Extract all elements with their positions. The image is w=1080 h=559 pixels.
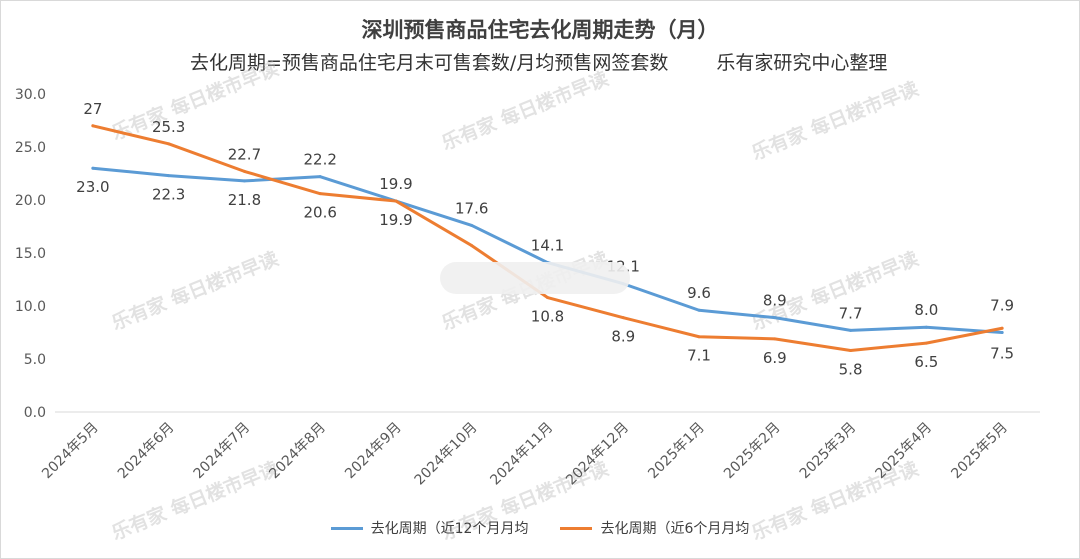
legend-swatch-6m <box>560 526 593 530</box>
data-label-6m: 27 <box>83 100 102 118</box>
data-label-12m: 23.0 <box>76 178 109 196</box>
chart-subtitle: 去化周期=预售商品住宅月末可售套数/月均预售网签套数 乐有家研究中心整理 <box>190 48 887 75</box>
data-label-6m: 25.3 <box>152 118 185 136</box>
subtitle-formula: 去化周期=预售商品住宅月末可售套数/月均预售网签套数 <box>190 52 669 74</box>
data-label-12m: 19.9 <box>379 175 412 193</box>
series-point-0 <box>91 166 95 170</box>
data-label-12m: 22.2 <box>303 151 336 169</box>
data-label-6m: 6.5 <box>914 353 938 371</box>
series-point-1 <box>394 199 398 203</box>
series-point-1 <box>773 337 777 341</box>
x-tick-label: 2024年11月 <box>487 420 556 489</box>
x-tick-label: 2025年5月 <box>948 420 1011 483</box>
series-point-1 <box>697 335 701 339</box>
series-point-1 <box>470 244 474 248</box>
series-point-0 <box>318 175 322 179</box>
y-tick-label: 0.0 <box>24 405 46 421</box>
data-label-12m: 7.5 <box>990 345 1014 363</box>
legend-swatch-12m <box>330 526 363 530</box>
series-point-1 <box>318 192 322 196</box>
data-label-12m: 21.8 <box>228 191 261 209</box>
data-label-12m: 9.6 <box>687 284 711 302</box>
y-tick-label: 20.0 <box>15 193 46 209</box>
y-tick-label: 30.0 <box>15 87 46 103</box>
series-point-1 <box>924 341 928 345</box>
legend: 去化周期（近12个月月均 去化周期（近6个月月均 <box>0 518 1080 538</box>
legend-label-12m: 去化周期（近12个月月均 <box>370 521 529 537</box>
y-tick-label: 15.0 <box>15 246 46 262</box>
data-label-6m: 7.1 <box>687 347 711 365</box>
x-tick-label: 2024年9月 <box>342 420 405 483</box>
series-point-0 <box>167 174 171 178</box>
y-tick-label: 25.0 <box>15 140 46 156</box>
x-tick-label: 2024年6月 <box>115 420 178 483</box>
y-tick-label: 10.0 <box>15 299 46 315</box>
source-note: 乐有家研究中心整理 <box>716 52 888 74</box>
legend-label-6m: 去化周期（近6个月月均 <box>600 521 750 537</box>
x-tick-label: 2025年3月 <box>797 420 860 483</box>
series-point-0 <box>242 179 246 183</box>
series-point-0 <box>470 223 474 227</box>
data-label-6m: 19.9 <box>379 211 412 229</box>
x-tick-label: 2025年1月 <box>645 420 708 483</box>
series-point-1 <box>621 316 625 320</box>
chart-title: 深圳预售商品住宅去化周期走势（月） <box>361 18 719 42</box>
x-tick-label: 2024年8月 <box>266 420 329 483</box>
x-tick-label: 2024年10月 <box>412 420 481 489</box>
data-label-12m: 8.0 <box>914 301 938 319</box>
series-point-0 <box>773 316 777 320</box>
series-point-0 <box>1000 331 1004 334</box>
data-label-12m: 8.9 <box>763 292 787 310</box>
y-tick-label: 5.0 <box>24 352 46 368</box>
data-label-6m: 8.9 <box>611 328 635 346</box>
watermark-2: 乐有家 每日楼市早读 <box>748 77 921 165</box>
series-point-0 <box>697 308 701 312</box>
data-label-12m: 22.3 <box>152 186 185 204</box>
series-point-1 <box>1000 326 1004 330</box>
data-label-6m: 5.8 <box>839 361 863 379</box>
data-label-12m: 14.1 <box>531 237 564 255</box>
data-label-12m: 7.7 <box>839 304 863 322</box>
series-point-0 <box>849 328 853 332</box>
series-point-1 <box>91 124 95 128</box>
data-label-6m: 6.9 <box>763 349 787 367</box>
watermark-3: 乐有家 每日楼市早读 <box>108 247 281 335</box>
data-label-12m: 17.6 <box>455 199 488 217</box>
x-tick-label: 2025年2月 <box>721 420 784 483</box>
series-point-1 <box>242 169 246 173</box>
x-tick-label: 2024年5月 <box>39 420 102 483</box>
data-label-6m: 22.7 <box>228 145 261 163</box>
data-label-6m: 10.8 <box>531 308 564 326</box>
overlay-blur <box>440 262 630 294</box>
watermark-0: 乐有家 每日楼市早读 <box>108 57 281 145</box>
series-point-1 <box>546 296 549 300</box>
data-label-6m: 20.6 <box>303 204 336 222</box>
legend-item-6m[interactable]: 去化周期（近6个月月均 <box>560 518 749 538</box>
legend-item-12m[interactable]: 去化周期（近12个月月均 <box>330 518 529 538</box>
series-point-1 <box>167 142 171 146</box>
data-label-6m: 7.9 <box>990 296 1014 314</box>
series-point-1 <box>849 349 853 353</box>
series-point-0 <box>924 325 928 329</box>
watermark-1: 乐有家 每日楼市早读 <box>438 67 611 155</box>
